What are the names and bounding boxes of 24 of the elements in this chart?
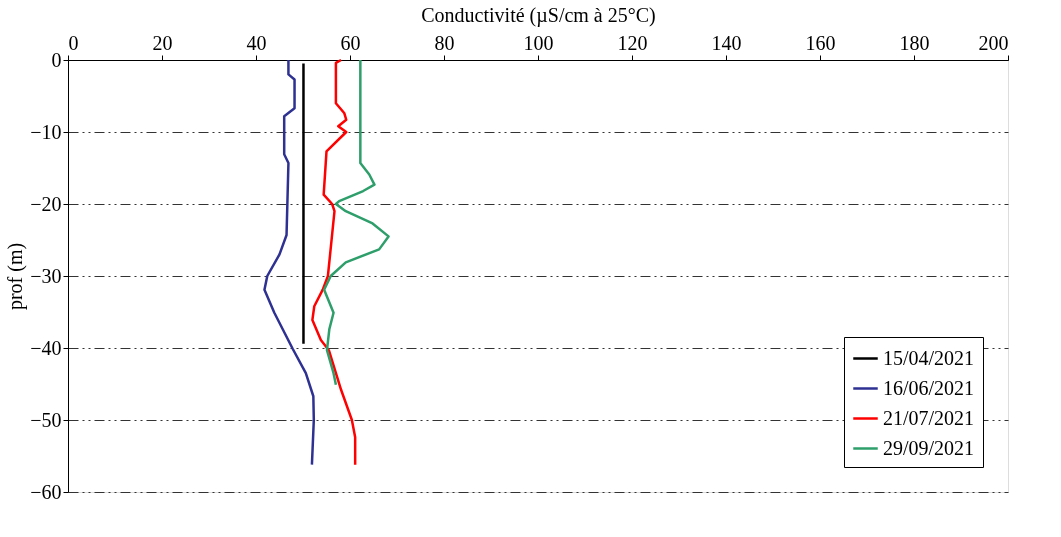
x-tick-label: 80 — [434, 31, 455, 54]
legend-label: 15/04/2021 — [883, 346, 975, 369]
x-tick-label: 200 — [978, 31, 1009, 54]
x-tick-label: 40 — [246, 31, 267, 54]
y-tick-label: −30 — [30, 264, 62, 287]
legend-label: 16/06/2021 — [883, 376, 975, 399]
x-tick-label: 140 — [711, 31, 742, 54]
y-tick-label: −60 — [30, 480, 62, 503]
y-axis-title: prof (m) — [4, 242, 28, 311]
legend-label: 29/09/2021 — [883, 436, 975, 459]
x-tick-label: 100 — [523, 31, 554, 54]
x-tick-label: 180 — [899, 31, 930, 54]
legend-label: 21/07/2021 — [883, 406, 975, 429]
y-tick-label: −20 — [30, 192, 62, 215]
y-tick-label: 0 — [51, 48, 62, 71]
x-axis-title: Conductivité (µS/cm à 25°C) — [421, 3, 656, 27]
y-tick-label: −10 — [30, 120, 62, 143]
y-tick-label: −40 — [30, 336, 62, 359]
x-tick-label: 0 — [68, 31, 79, 54]
x-tick-label: 60 — [340, 31, 361, 54]
x-tick-label: 120 — [617, 31, 648, 54]
x-tick-label: 20 — [152, 31, 173, 54]
y-tick-label: −50 — [30, 408, 62, 431]
x-tick-label: 160 — [805, 31, 836, 54]
